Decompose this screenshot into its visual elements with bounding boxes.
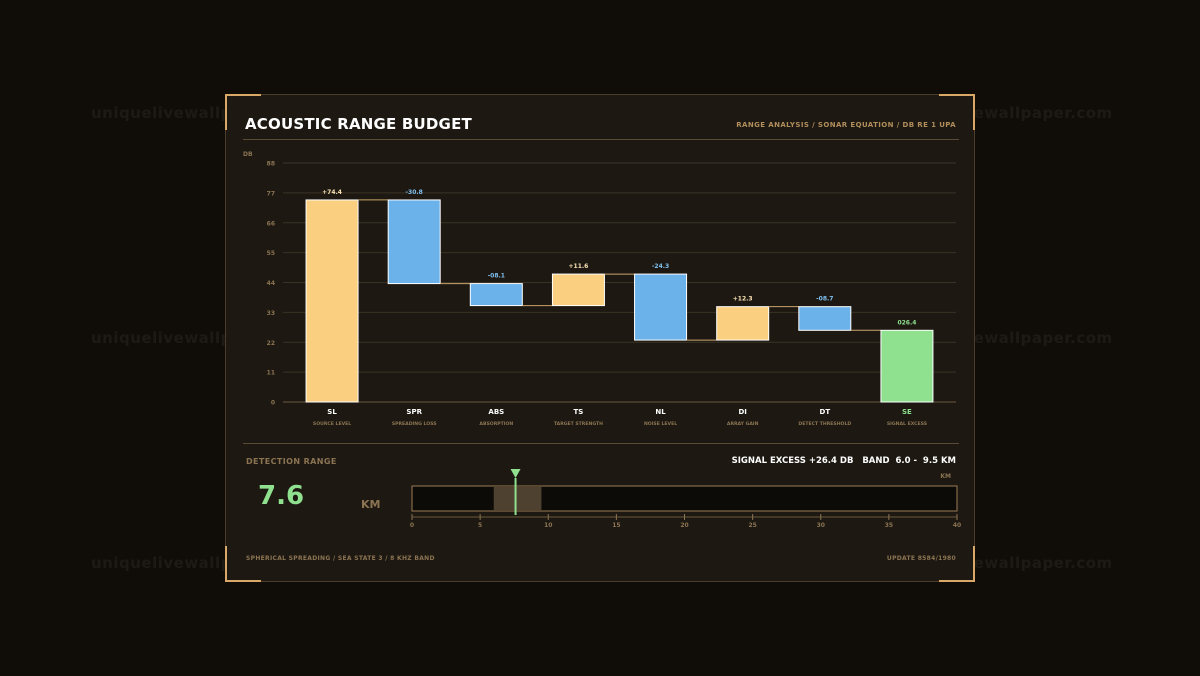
bar-nl xyxy=(634,273,688,341)
header-divider xyxy=(243,139,959,140)
y-axis-label: DB xyxy=(243,151,253,158)
category-label: SE xyxy=(902,408,912,416)
data-label: -24.3 xyxy=(652,263,669,270)
range-budget-panel: ACOUSTIC RANGE BUDGET RANGE ANALYSIS / S… xyxy=(225,94,975,582)
category-label: NL xyxy=(655,408,666,416)
category-label: DI xyxy=(738,408,746,416)
footer-conditions: SPHERICAL SPREADING / SEA STATE 3 / 8 KH… xyxy=(246,555,435,562)
category-description: ARRAY GAIN xyxy=(727,421,759,427)
category-description: SOURCE LEVEL xyxy=(313,421,351,427)
corner-bracket xyxy=(939,546,975,582)
data-label: -08.7 xyxy=(816,296,833,303)
corner-bracket xyxy=(225,546,261,582)
bar-ts xyxy=(551,273,605,307)
range-tick-label: 20 xyxy=(680,522,688,529)
bar-sl xyxy=(305,199,359,403)
range-tick-label: 15 xyxy=(612,522,620,529)
range-tick-label: 5 xyxy=(478,522,482,529)
signal-excess-summary: SIGNAL EXCESS +26.4 DB BAND 6.0 - 9.5 KM xyxy=(731,456,956,466)
range-tick-label: 25 xyxy=(748,522,756,529)
range-tick-label: 35 xyxy=(885,522,893,529)
data-label: +74.4 xyxy=(322,189,342,196)
range-tick-label: 10 xyxy=(544,522,552,529)
footer-update: UPDATE 8584/1980 xyxy=(886,555,956,562)
category-description: SIGNAL EXCESS xyxy=(887,421,927,427)
bar-se xyxy=(880,329,934,403)
y-tick-label: 22 xyxy=(267,340,275,347)
category-description: NOISE LEVEL xyxy=(644,421,677,427)
range-tick-label: 0 xyxy=(410,522,414,529)
section-divider xyxy=(243,443,959,444)
marker-triangle-icon xyxy=(510,469,521,478)
data-label: -08.1 xyxy=(488,273,505,280)
data-label: -30.8 xyxy=(406,189,423,196)
y-tick-label: 55 xyxy=(267,250,275,257)
range-axis-unit: KM xyxy=(940,473,951,480)
range-tick-label: 40 xyxy=(953,522,961,529)
y-tick-label: 44 xyxy=(267,280,275,287)
detection-range-value: 7.6 xyxy=(258,481,305,511)
category-description: ABSORPTION xyxy=(479,421,513,427)
y-tick-label: 66 xyxy=(267,220,275,227)
category-description: SPREADING LOSS xyxy=(392,421,437,427)
page-title: ACOUSTIC RANGE BUDGET xyxy=(245,115,472,133)
y-tick-label: 88 xyxy=(267,161,275,168)
bar-dt xyxy=(798,306,852,331)
category-label: ABS xyxy=(488,408,504,416)
category-label: SPR xyxy=(406,408,422,416)
detection-range-label: DETECTION RANGE xyxy=(246,457,337,466)
waterfall-chart: 0 11 22 33 44 55 66 77 88 DB +74.4 SL SOURCE LEVEL -3… xyxy=(243,151,961,529)
category-description: DETECT THRESHOLD xyxy=(798,421,851,427)
data-label: 026.4 xyxy=(897,319,916,326)
category-label: TS xyxy=(574,408,584,416)
corner-bracket xyxy=(939,94,975,130)
category-description: TARGET STRENGTH xyxy=(554,421,603,427)
y-tick-label: 77 xyxy=(267,190,275,197)
data-label: +12.3 xyxy=(733,296,753,303)
y-tick-label: 0 xyxy=(271,400,275,407)
y-tick-label: 33 xyxy=(267,310,275,317)
bar-di xyxy=(716,306,770,341)
detection-band xyxy=(493,487,542,510)
range-tick-label: 30 xyxy=(817,522,825,529)
category-label: SL xyxy=(327,408,337,416)
y-tick-label: 11 xyxy=(267,370,275,377)
corner-bracket xyxy=(225,94,261,130)
bar-abs xyxy=(469,283,523,307)
bar-spr xyxy=(387,199,441,285)
category-label: DT xyxy=(820,408,831,416)
data-label: +11.6 xyxy=(569,263,589,270)
page-subtitle: RANGE ANALYSIS / SONAR EQUATION / DB RE … xyxy=(736,121,956,129)
detection-range-unit: KM xyxy=(361,498,381,511)
